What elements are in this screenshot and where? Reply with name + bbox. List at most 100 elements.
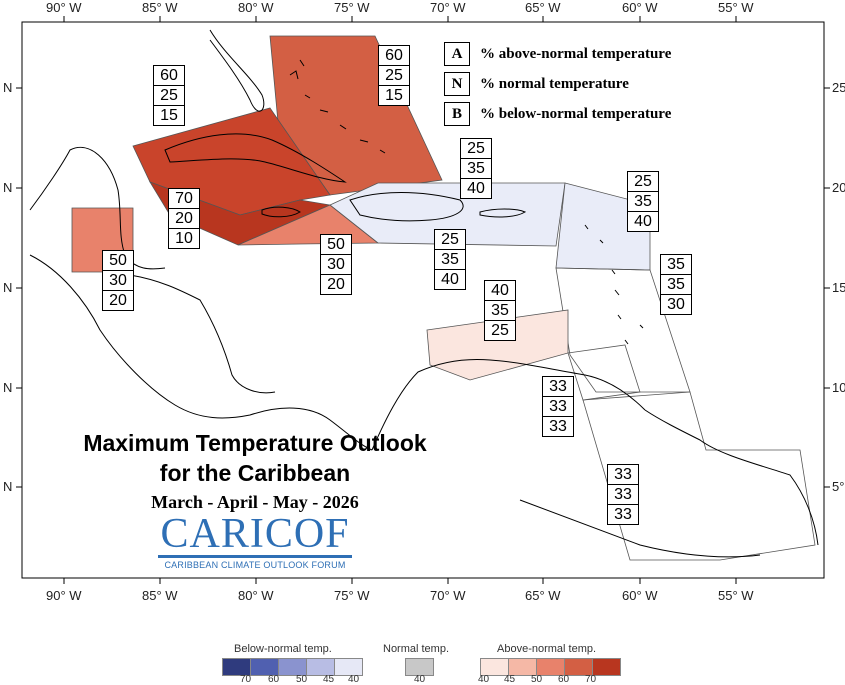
prob-below: 20	[327, 276, 345, 293]
prob-below: 30	[667, 296, 685, 313]
lon-label: 80° W	[238, 588, 274, 603]
lat-label: 10	[832, 380, 845, 395]
colombia-coast	[371, 359, 646, 451]
prob-above: 35	[661, 255, 691, 275]
prob-normal: 33	[543, 397, 573, 417]
prob-above: 25	[461, 139, 491, 159]
map-subtitle: for the Caribbean	[159, 460, 351, 486]
prob-below: 10	[175, 230, 193, 247]
cayman-probs: 70 20 10	[168, 188, 200, 249]
puerto-rico-coast	[479, 208, 527, 218]
hispaniola-probs: 25 35 40	[460, 138, 492, 199]
lon-label: 90° W	[46, 588, 82, 603]
colorbar-tick: 40	[478, 674, 490, 685]
prob-normal: 30	[321, 255, 351, 275]
lon-label: 70° W	[430, 0, 466, 15]
leeward-probs: 25 35 40	[627, 171, 659, 232]
jamaica-coast	[261, 206, 301, 218]
colorbar-tick: 40	[348, 674, 360, 685]
trinidad-probs: 33 33 33	[542, 376, 574, 437]
prob-below: 40	[441, 271, 459, 288]
lon-label: 55° W	[718, 588, 754, 603]
lat-label: N	[3, 80, 13, 95]
colorbar-tick: 40	[414, 674, 426, 685]
bahamas-cuba-probs: 60 25 15	[153, 65, 185, 126]
colorbar-tick: 70	[240, 674, 252, 685]
south-america-interior	[519, 499, 761, 558]
legend-key: B	[444, 102, 470, 126]
windward-probs: 35 35 30	[660, 254, 692, 315]
map-period: March - April - May - 2026	[151, 492, 359, 512]
prob-above: 25	[435, 230, 465, 250]
lat-label: N	[3, 280, 13, 295]
abc-islands-probs: 40 35 25	[484, 280, 516, 341]
colorbar-tick: 50	[296, 674, 308, 685]
colorbar-tick: 60	[558, 674, 570, 685]
prob-above: 70	[169, 189, 199, 209]
top-ticks	[16, 16, 830, 584]
prob-normal: 35	[435, 250, 465, 270]
legend-label: % normal temperature	[480, 75, 629, 92]
bahamas-probs: 60 25 15	[378, 45, 410, 106]
prob-normal: 30	[103, 271, 133, 291]
lat-label: N	[3, 479, 13, 494]
florida-coast	[209, 29, 265, 112]
legend-label: % below-normal temperature	[480, 105, 672, 122]
lat-label: N	[3, 180, 13, 195]
logo-name: CARICOF	[160, 511, 350, 557]
colorbar-normal-swatches	[405, 658, 434, 676]
legend-label: % above-normal temperature	[480, 45, 672, 62]
prob-above: 33	[543, 377, 573, 397]
puerto-rico-probs: 25 35 40	[434, 229, 466, 290]
lon-label: 80° W	[238, 0, 274, 15]
colorbar-below-swatches	[222, 658, 363, 676]
abc-islands-region	[426, 309, 569, 381]
cuba-coast	[164, 133, 347, 183]
colorbar-tick: 45	[504, 674, 516, 685]
colorbar-tick: 70	[585, 674, 597, 685]
prob-normal: 33	[608, 485, 638, 505]
colorbar-above-swatches	[480, 658, 621, 676]
lat-label: 25	[832, 80, 845, 95]
guianas-probs: 33 33 33	[607, 464, 639, 525]
prob-below: 33	[549, 418, 567, 435]
map-title: Maximum Temperature Outlook	[83, 430, 427, 456]
lon-label: 75° W	[334, 0, 370, 15]
lon-label: 60° W	[622, 588, 658, 603]
lon-label: 65° W	[525, 0, 561, 15]
colorbar-tick: 45	[323, 674, 335, 685]
colorbar-below-title: Below-normal temp.	[234, 643, 332, 655]
lon-label: 85° W	[142, 588, 178, 603]
legend-item-normal: N % normal temperature	[444, 72, 629, 96]
logo-subtitle: CARIBBEAN CLIMATE OUTLOOK FORUM	[164, 560, 346, 570]
venezuela-coast	[644, 409, 819, 546]
colorbar-swatch	[405, 658, 434, 676]
prob-normal: 35	[628, 192, 658, 212]
prob-above: 60	[379, 46, 409, 66]
lat-label: 15	[832, 280, 845, 295]
prob-below: 15	[385, 87, 403, 104]
colorbar-swatch	[334, 658, 363, 676]
prob-above: 25	[628, 172, 658, 192]
prob-above: 33	[608, 465, 638, 485]
prob-below: 25	[491, 322, 509, 339]
guianas-region	[582, 391, 816, 561]
prob-below: 40	[467, 180, 485, 197]
lon-label: 75° W	[334, 588, 370, 603]
trinidad-region	[567, 344, 641, 401]
prob-above: 50	[321, 235, 351, 255]
lon-label: 65° W	[525, 588, 561, 603]
prob-normal: 20	[169, 209, 199, 229]
lesser-antilles	[584, 224, 644, 345]
lat-label: N	[3, 380, 13, 395]
coastlines	[29, 29, 819, 558]
legend-item-above: A % above-normal temperature	[444, 42, 671, 66]
legend-key: N	[444, 72, 470, 96]
colorbar-normal-title: Normal temp.	[383, 643, 450, 655]
hispaniola-coast	[349, 192, 464, 222]
legend-item-below: B % below-normal temperature	[444, 102, 671, 126]
prob-normal: 35	[661, 275, 691, 295]
prob-below: 33	[614, 506, 632, 523]
logo-underline	[158, 555, 352, 558]
prob-above: 50	[103, 251, 133, 271]
